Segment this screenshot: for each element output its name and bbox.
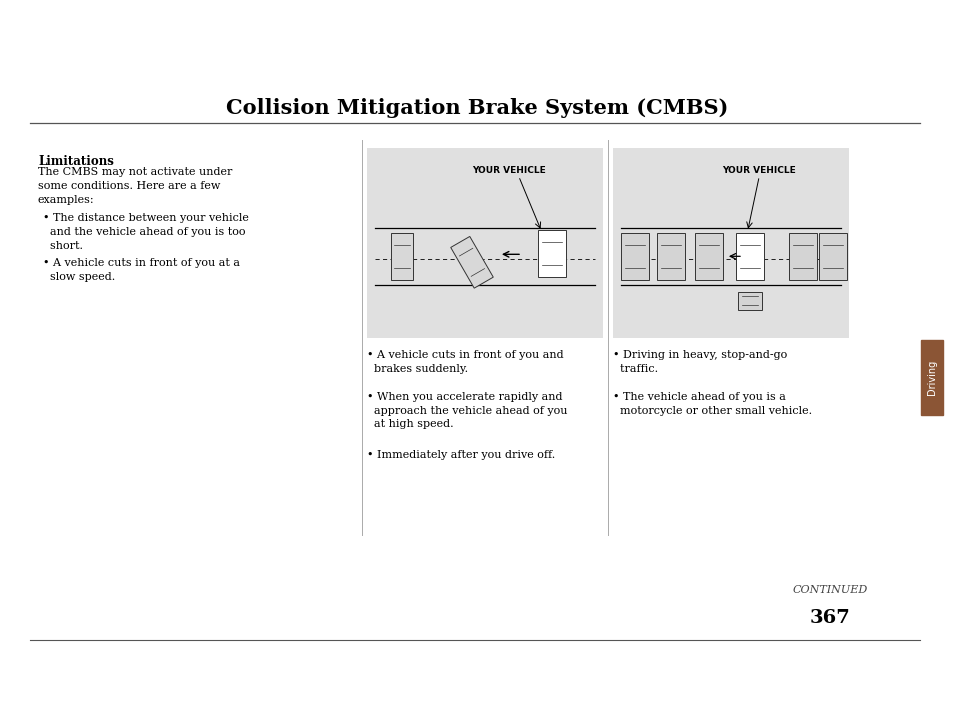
Text: Limitations: Limitations [38,155,113,168]
Bar [920,340,942,415]
Bar [738,292,761,310]
Text: Driving: Driving [926,359,936,395]
Text: • The vehicle ahead of you is a
  motorcycle or other small vehicle.: • The vehicle ahead of you is a motorcyc… [613,392,811,415]
Text: • When you accelerate rapidly and
  approach the vehicle ahead of you
  at high : • When you accelerate rapidly and approa… [367,392,567,430]
Bar [735,233,763,280]
Text: Collision Mitigation Brake System (CMBS): Collision Mitigation Brake System (CMBS) [226,98,727,118]
Text: YOUR VEHICLE: YOUR VEHICLE [471,166,545,175]
Bar [537,230,565,277]
Bar [613,148,848,338]
Text: The CMBS may not activate under
some conditions. Here are a few
examples:: The CMBS may not activate under some con… [38,167,233,205]
Bar [450,236,493,288]
Text: • Driving in heavy, stop-and-go
  traffic.: • Driving in heavy, stop-and-go traffic. [613,350,786,373]
Bar [620,233,648,280]
Bar [657,233,684,280]
Bar [788,233,816,280]
Text: 367: 367 [809,609,849,627]
Text: • The distance between your vehicle
  and the vehicle ahead of you is too
  shor: • The distance between your vehicle and … [43,213,249,251]
Bar [818,233,846,280]
Text: • A vehicle cuts in front of you at a
  slow speed.: • A vehicle cuts in front of you at a sl… [43,258,240,282]
Text: • A vehicle cuts in front of you and
  brakes suddenly.: • A vehicle cuts in front of you and bra… [367,350,563,373]
Bar [695,233,722,280]
Text: • Immediately after you drive off.: • Immediately after you drive off. [367,450,555,460]
Text: CONTINUED: CONTINUED [792,585,866,595]
Text: YOUR VEHICLE: YOUR VEHICLE [721,166,796,175]
Bar [367,148,602,338]
Bar [391,233,413,280]
